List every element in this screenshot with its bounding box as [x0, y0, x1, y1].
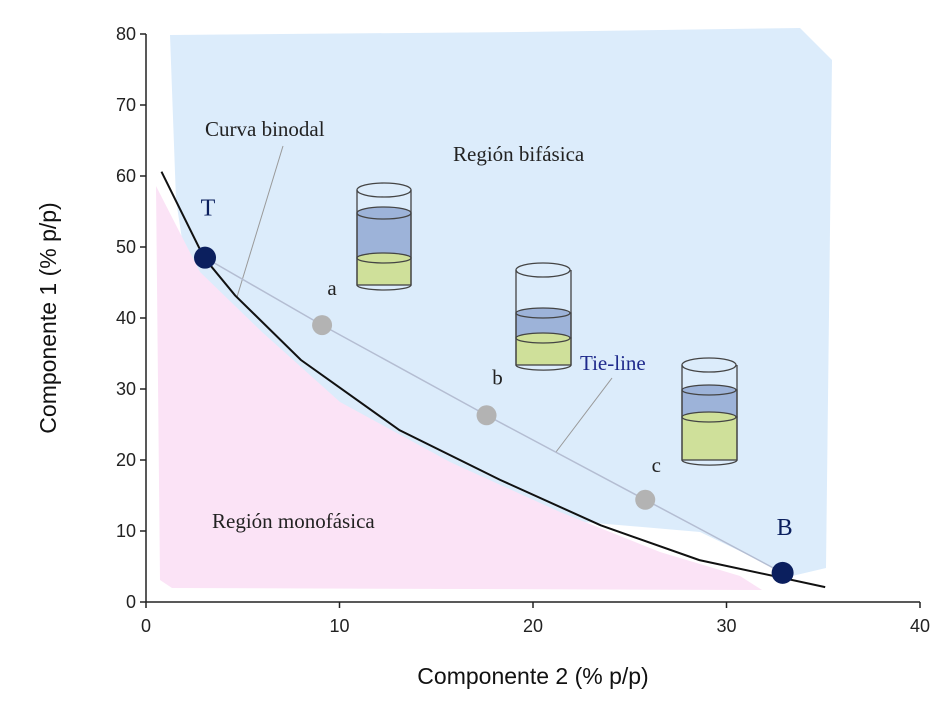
point [312, 315, 333, 336]
y-tick-label: 40 [116, 308, 136, 328]
biphasic-region [170, 28, 832, 576]
series-label: Curva binodal [205, 117, 325, 141]
beaker [356, 182, 412, 291]
x-tick-label: 40 [910, 616, 930, 636]
point-label: c [652, 453, 661, 477]
binodal-curve [160, 171, 826, 589]
point-label: b [492, 365, 503, 389]
y-tick-label: 10 [116, 521, 136, 541]
y-tick-label: 70 [116, 95, 136, 115]
point-label: a [327, 276, 337, 300]
y-tick-label: 30 [116, 379, 136, 399]
series-label: Tie-line [580, 351, 646, 375]
y-axis-label: Componente 1 (% p/p) [35, 202, 61, 433]
x-tick-label: 0 [141, 616, 151, 636]
x-tick-label: 10 [329, 616, 349, 636]
point [194, 246, 217, 269]
beaker [681, 357, 738, 466]
leader-line [555, 377, 613, 453]
annotation: Región bifásica [453, 142, 585, 166]
beaker [515, 262, 572, 371]
point-label: B [777, 515, 793, 541]
y-tick-label: 80 [116, 24, 136, 44]
annotation: Región monofásica [212, 509, 375, 533]
y-tick-label: 50 [116, 237, 136, 257]
x-tick-label: 30 [716, 616, 736, 636]
y-tick-label: 60 [116, 166, 136, 186]
point [476, 405, 497, 426]
point [771, 561, 794, 584]
leader-line [236, 145, 284, 298]
x-axis-label: Componente 2 (% p/p) [417, 663, 648, 689]
point [635, 489, 656, 510]
x-tick-label: 20 [523, 616, 543, 636]
monophasic-region [156, 186, 762, 590]
point-label: T [201, 196, 216, 222]
y-tick-label: 20 [116, 450, 136, 470]
y-tick-label: 0 [126, 592, 136, 612]
